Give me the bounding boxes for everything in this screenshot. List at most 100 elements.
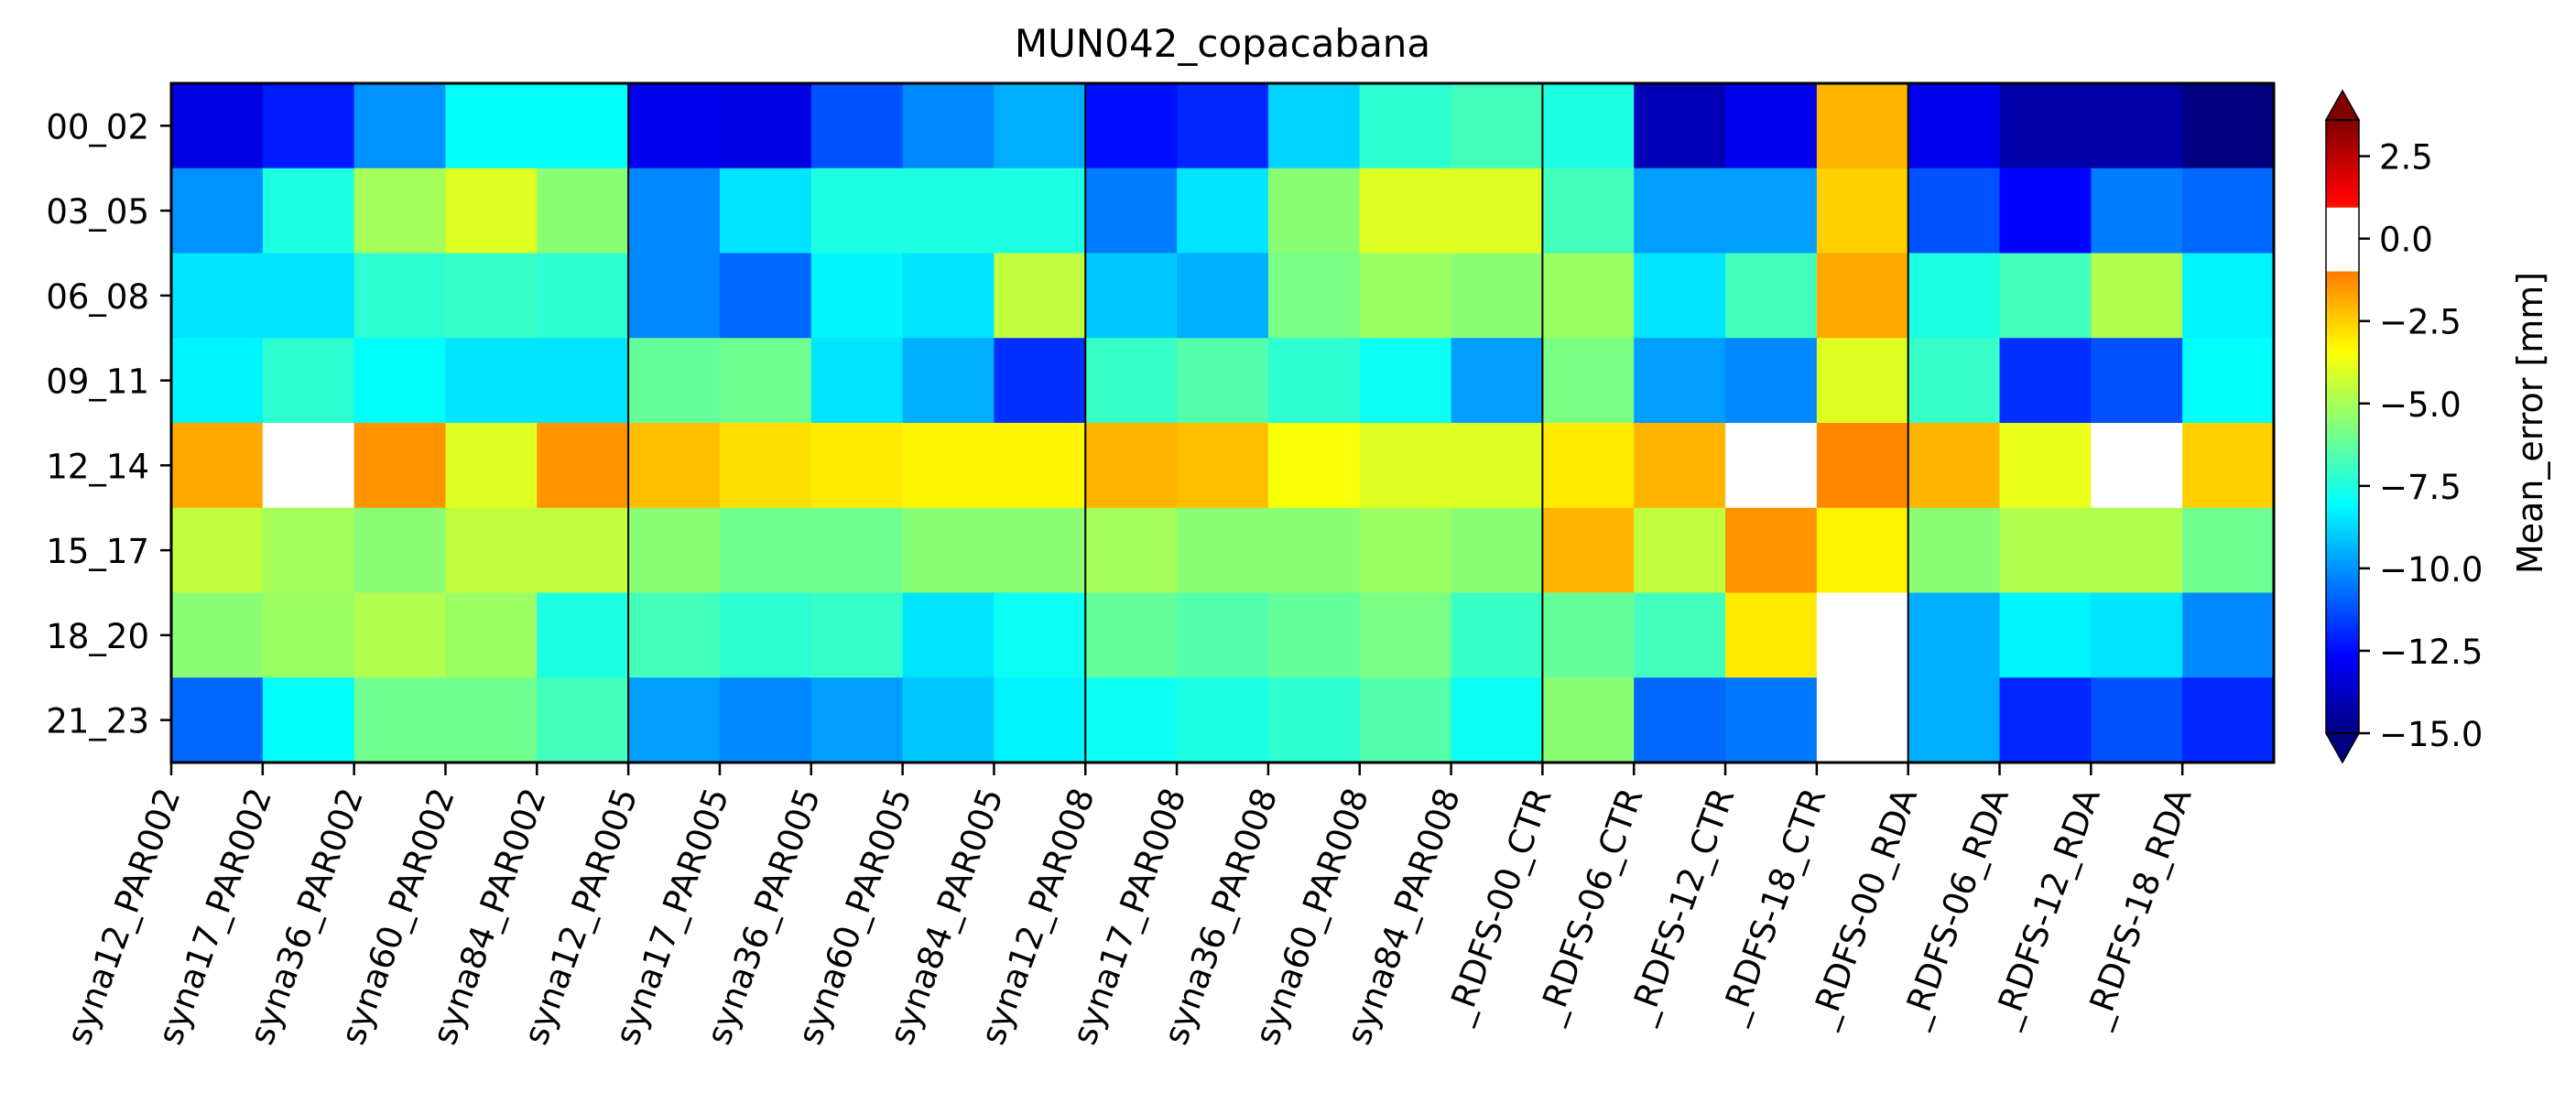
heatmap-cell [1908,423,2001,509]
colorbar-segment [2326,166,2359,169]
colorbar-tick-label: −2.5 [2379,303,2462,342]
colorbar-segment [2326,224,2359,229]
colorbar-segment [2326,692,2359,696]
colorbar-segment [2326,428,2359,433]
heatmap-cell [810,507,904,594]
heatmap-cell [1085,338,1178,424]
colorbar-segment [2326,127,2359,131]
heatmap-cell [1267,253,1361,339]
colorbar-segment [2326,467,2359,471]
colorbar-segment [2326,191,2359,195]
heatmap-cell [994,338,1086,424]
heatmap-cell [1267,338,1361,424]
heatmap-cell [1908,253,2001,339]
colorbar-segment [2326,451,2359,456]
colorbar-segment [2326,438,2359,443]
heatmap-cell [1725,253,1818,339]
heatmap-cell [1542,338,1635,424]
heatmap-cell [1267,423,1361,509]
heatmap-cell [262,507,355,594]
heatmap-cell [1999,507,2092,594]
colorbar-segment [2326,564,2359,568]
heatmap-cell [171,338,264,424]
heatmap-cell [1085,423,1178,509]
colorbar-segment [2326,656,2359,660]
colorbar-segment [2326,147,2359,152]
colorbar-segment [2326,538,2359,543]
heatmap-cell [1359,83,1452,169]
colorbar-segment [2326,124,2359,129]
colorbar-segment [2326,298,2359,303]
colorbar-segment [2326,621,2359,624]
heatmap-cell [171,423,264,509]
heatmap-cell [1451,338,1543,424]
heatmap-cell [1634,677,1726,763]
colorbar-segment [2326,495,2359,499]
heatmap-cell [1634,83,1726,169]
colorbar-segment [2326,153,2359,157]
heatmap-cell [1999,338,2092,424]
heatmap-cell [1725,338,1818,424]
heatmap-cell [1085,168,1178,254]
heatmap-cell [719,338,812,424]
colorbar-segment [2326,605,2359,610]
colorbar-segment [2326,319,2359,323]
heatmap-cell [1451,507,1543,594]
colorbar-segment [2326,140,2359,144]
colorbar-segment [2326,329,2359,333]
colorbar-segment [2326,217,2359,221]
colorbar-segment [2326,150,2359,155]
colorbar-segment [2326,377,2359,382]
colorbar-segment [2326,600,2359,604]
heatmap-cell [719,253,812,339]
colorbar-segment [2326,648,2359,653]
colorbar-segment [2326,598,2359,601]
colorbar-extend-max [2324,89,2361,121]
colorbar-segment [2326,654,2359,658]
colorbar-segment [2326,682,2359,686]
heatmap-cell [2091,168,2183,254]
colorbar-tick-label: −7.5 [2379,468,2462,507]
heatmap-cell [353,83,447,169]
colorbar-segment [2326,488,2359,492]
colorbar-segment [2326,306,2359,310]
colorbar-segment [2326,480,2359,484]
heatmap-cell [537,253,629,339]
colorbar-segment [2326,612,2359,617]
colorbar-segment [2326,331,2359,336]
heatmap-cell [353,253,447,339]
heatmap-cell [628,507,721,594]
heatmap-cell [1451,677,1543,763]
colorbar-segment [2326,646,2359,650]
heatmap-cell [1634,507,1726,594]
heatmap-cell [445,677,538,763]
heatmap-cell [1177,83,1269,169]
heatmap-cell [445,338,538,424]
heatmap-cell [994,592,1086,678]
colorbar-segment [2326,572,2359,576]
heatmap-cell [171,253,264,339]
heatmap-cell [1267,592,1361,678]
heatmap-cell [719,507,812,594]
colorbar-segment [2326,546,2359,550]
chart-title: MUN042_copacabana [1015,21,1430,66]
colorbar-segment [2326,511,2359,514]
colorbar-segment [2326,321,2359,326]
colorbar-segment [2326,301,2359,305]
colorbar-segment [2326,316,2359,320]
heatmap-cell [1177,168,1269,254]
colorbar-segment [2326,490,2359,494]
colorbar-segment [2326,541,2359,546]
colorbar-segment [2326,244,2359,249]
colorbar-segment [2326,170,2359,175]
colorbar-segment [2326,589,2359,594]
colorbar-segment [2326,679,2359,683]
y-tick-label: 00_02 [46,107,149,146]
colorbar-segment [2326,531,2359,535]
colorbar-segment [2326,500,2359,504]
colorbar-segment [2326,697,2359,701]
colorbar-segment [2326,592,2359,597]
heatmap-cell [902,253,995,339]
heatmap-cell [719,677,812,763]
colorbar-segment [2326,536,2359,540]
